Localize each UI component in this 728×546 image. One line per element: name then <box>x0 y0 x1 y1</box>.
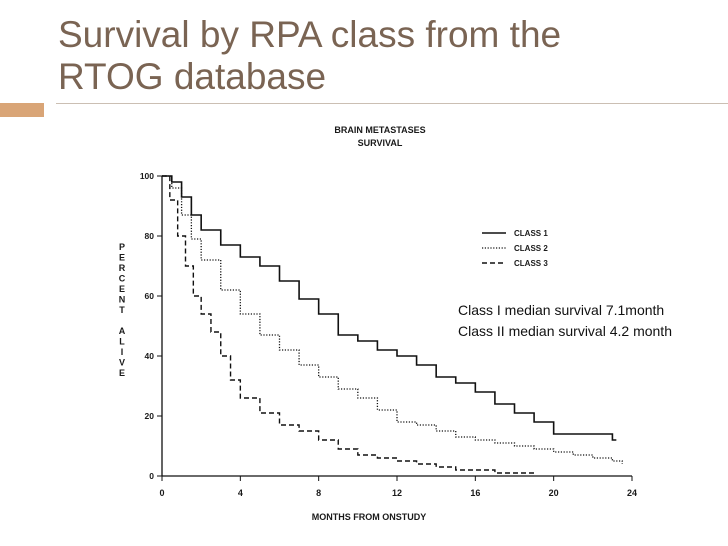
y-tick-label: 20 <box>145 411 155 421</box>
title-divider <box>56 103 728 104</box>
median-survival-annotation: Class I median survival 7.1month Class I… <box>458 300 728 342</box>
x-tick-label: 24 <box>627 488 637 498</box>
x-axis-label: MONTHS FROM ONSTUDY <box>312 512 427 522</box>
series-line-class-1 <box>162 175 617 441</box>
series-line-class-3 <box>162 175 535 476</box>
legend-label-class-3: CLASS 3 <box>514 259 548 268</box>
x-tick-label: 0 <box>159 488 164 498</box>
slide-title: Survival by RPA class from the RTOG data… <box>58 14 698 98</box>
class2-median-note: Class II median survival 4.2 month <box>458 323 672 339</box>
y-tick-label: 0 <box>149 471 154 481</box>
chart-subtitle: SURVIVAL <box>358 138 403 148</box>
y-tick-label: 60 <box>145 291 155 301</box>
y-tick-label: 100 <box>140 171 154 181</box>
x-tick-label: 20 <box>549 488 559 498</box>
title-line-2: RTOG database <box>58 56 327 97</box>
x-tick-label: 8 <box>316 488 321 498</box>
y-tick-label: 80 <box>145 231 155 241</box>
legend-label-class-2: CLASS 2 <box>514 244 548 253</box>
legend-label-class-1: CLASS 1 <box>514 229 548 238</box>
chart-title: BRAIN METASTASES <box>334 125 425 135</box>
title-line-1: Survival by RPA class from the <box>58 14 562 55</box>
y-tick-label: 40 <box>145 351 155 361</box>
title-accent-box <box>0 103 44 117</box>
survival-chart: BRAIN METASTASES SURVIVAL 0 20 40 60 80 100 0 4 8 1… <box>119 125 637 522</box>
x-tick-label: 12 <box>392 488 402 498</box>
x-tick-label: 16 <box>470 488 480 498</box>
x-tick-label: 4 <box>238 488 243 498</box>
class1-median-note: Class I median survival 7.1month <box>458 302 665 318</box>
chart-panel: BRAIN METASTASES SURVIVAL 0 20 40 60 80 100 0 4 8 1… <box>100 118 650 546</box>
